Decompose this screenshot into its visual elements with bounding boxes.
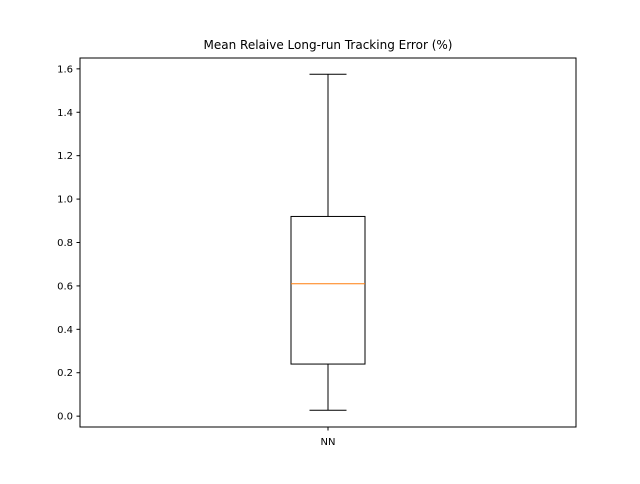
y-tick-label: 1.4 [57, 108, 73, 119]
y-tick-label: 0.8 [57, 238, 73, 249]
box-series [290, 73, 366, 411]
y-tick-label: 1.2 [57, 151, 73, 162]
chart-title: Mean Relaive Long-run Tracking Error (%) [204, 38, 453, 52]
y-tick-label: 0.6 [57, 281, 73, 292]
y-axis: 0.0 0.2 0.4 0.6 0.8 1.0 1.2 1.4 1.6 [57, 64, 80, 423]
y-tick-label: 1.0 [57, 195, 73, 206]
interquartile-box [290, 215, 366, 365]
y-tick-label: 0.4 [57, 325, 73, 336]
y-tick-label: 0.0 [57, 412, 73, 423]
x-axis: NN [321, 427, 336, 448]
y-tick-label: 1.6 [57, 64, 73, 75]
y-tick-label: 0.2 [57, 368, 73, 379]
box-nn [290, 73, 366, 411]
x-tick-label: NN [321, 437, 336, 448]
